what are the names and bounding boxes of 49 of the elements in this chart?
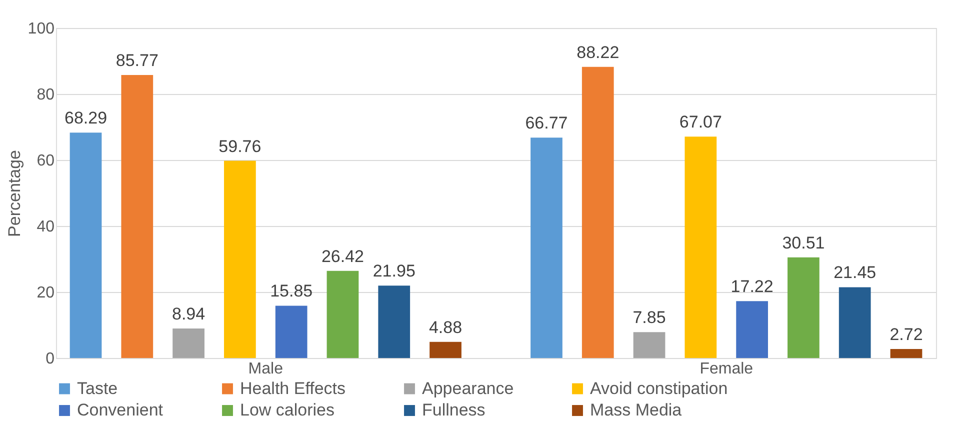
bar <box>736 301 768 358</box>
bar <box>121 74 154 358</box>
bar <box>430 342 462 358</box>
data-label: 4.88 <box>428 318 462 337</box>
legend-label: Low calories <box>240 400 334 420</box>
bar <box>326 270 359 358</box>
y-tick-label: 0 <box>46 350 55 368</box>
data-label: 15.85 <box>270 282 313 301</box>
data-label: 68.29 <box>64 108 108 128</box>
legend-label: Fullness <box>422 400 486 420</box>
legend-label: Avoid constipation <box>590 378 728 398</box>
data-label: 67.07 <box>679 112 722 132</box>
x-tick-label: Female <box>700 360 754 378</box>
data-label: 66.77 <box>525 114 568 133</box>
data-label: 7.85 <box>632 308 666 328</box>
data-label: 85.77 <box>116 50 158 70</box>
y-tick-label: 40 <box>36 218 55 236</box>
bar <box>684 136 717 358</box>
y-tick-label: 60 <box>36 152 55 170</box>
bar <box>890 349 922 358</box>
data-label: 2.72 <box>890 325 923 344</box>
y-tick-label: 20 <box>36 284 55 302</box>
data-label: 59.76 <box>218 136 262 156</box>
bar <box>378 286 410 358</box>
bar <box>224 160 256 358</box>
bar <box>275 306 308 358</box>
bar <box>582 66 614 358</box>
data-label: 30.51 <box>782 233 825 252</box>
y-tick-label: 80 <box>36 86 55 104</box>
data-label: 17.22 <box>730 277 774 296</box>
bar <box>172 328 204 358</box>
legend-label: Mass Media <box>590 400 682 420</box>
legend-label: Health Effects <box>240 378 346 398</box>
data-label: 26.42 <box>321 246 364 266</box>
legend-label: Convenient <box>77 400 164 420</box>
bar <box>70 132 102 358</box>
bar <box>633 332 666 358</box>
bar <box>788 257 820 358</box>
y-axis-title: Percentage <box>4 150 24 237</box>
x-tick-label: Male <box>248 360 284 378</box>
bar <box>838 287 871 358</box>
legend-label: Taste <box>77 378 118 398</box>
legend-label: Appearance <box>422 378 514 398</box>
data-label: 88.22 <box>576 42 620 62</box>
bar <box>530 138 562 358</box>
data-label: 21.45 <box>834 263 876 282</box>
data-label: 8.94 <box>172 304 206 324</box>
y-tick-label: 100 <box>28 20 55 38</box>
data-label: 21.95 <box>372 262 416 281</box>
